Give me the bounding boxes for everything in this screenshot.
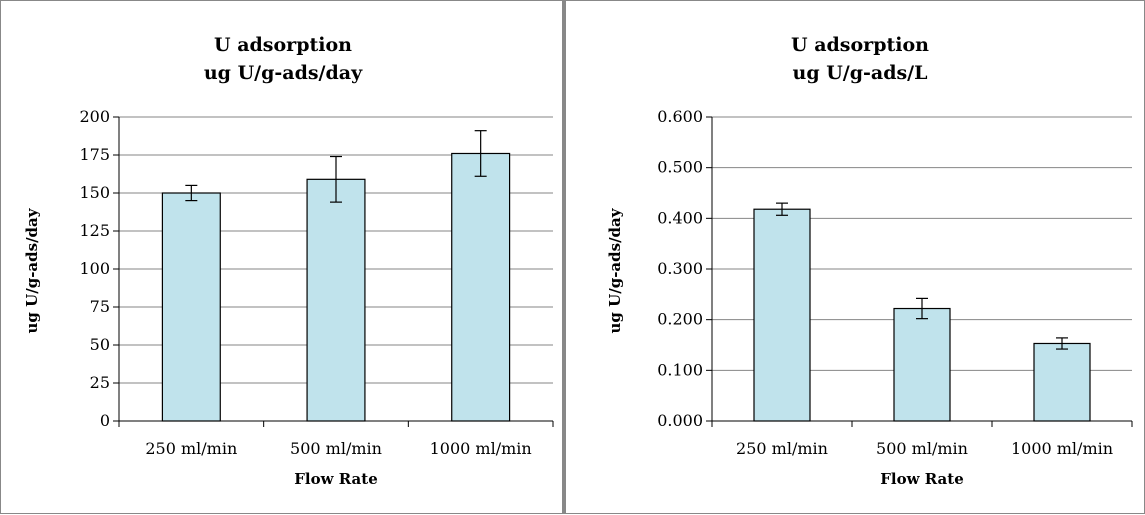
x-axis-title: Flow Rate (880, 470, 964, 488)
bar (893, 307, 951, 422)
y-tick-label: 0 (100, 411, 110, 430)
x-tick-label: 500 ml/min (290, 439, 382, 458)
y-tick-label: 0.300 (657, 259, 703, 278)
chart-panel-left: U adsorption ug U/g-ads/day 0 25 50 75 100 12… (0, 0, 564, 514)
y-tick-label: 150 (79, 183, 110, 202)
x-tick-label: 500 ml/min (876, 439, 968, 458)
y-tick-label: 0.500 (657, 158, 703, 177)
y-tick-label: 200 (79, 107, 110, 126)
y-axis-title: ug U/g-ads/day (23, 207, 41, 333)
y-tick-label: 75 (90, 297, 110, 316)
y-axis-title: ug U/g-ads/day (606, 207, 624, 333)
bar (1033, 342, 1091, 422)
y-tick-label: 175 (79, 145, 110, 164)
plot-area: 0.000 0.100 0.200 0.300 0.400 0.500 0.600 250 m… (657, 107, 1133, 458)
chart-title-line-2: ug U/g-ads/day (204, 62, 363, 84)
bar (306, 178, 366, 422)
y-tick-label: 50 (90, 335, 110, 354)
chart-title-line-1: U adsorption (791, 34, 929, 56)
plot-area: 0 25 50 75 100 125 150 175 200 250 ml/min 500 ml/m… (79, 107, 554, 458)
y-tick-label: 0.400 (657, 208, 703, 227)
y-tick-label: 125 (79, 221, 110, 240)
y-tick-label: 0.000 (657, 411, 703, 430)
chart-title-line-2: ug U/g-ads/L (793, 62, 928, 84)
x-tick-label: 1000 ml/min (1011, 439, 1113, 458)
y-tick-label: 25 (90, 373, 110, 392)
bar (753, 208, 811, 422)
y-tick-label: 0.100 (657, 360, 703, 379)
x-tick-label: 250 ml/min (736, 439, 828, 458)
y-tick-label: 0.200 (657, 310, 703, 329)
chart-title-line-1: U adsorption (214, 34, 352, 56)
x-axis-title: Flow Rate (294, 470, 378, 488)
x-tick-label: 250 ml/min (145, 439, 237, 458)
chart-panel-right: U adsorption ug U/g-ads/L 0.000 0.100 0.20… (564, 0, 1145, 514)
bar (451, 152, 511, 422)
x-tick-label: 1000 ml/min (430, 439, 532, 458)
chart-right: U adsorption ug U/g-ads/L 0.000 0.100 0.20… (606, 34, 1133, 488)
chart-left: U adsorption ug U/g-ads/day 0 25 50 75 100 12… (23, 34, 554, 488)
y-tick-label: 0.600 (657, 107, 703, 126)
y-tick-label: 100 (79, 259, 110, 278)
bar (161, 192, 221, 422)
